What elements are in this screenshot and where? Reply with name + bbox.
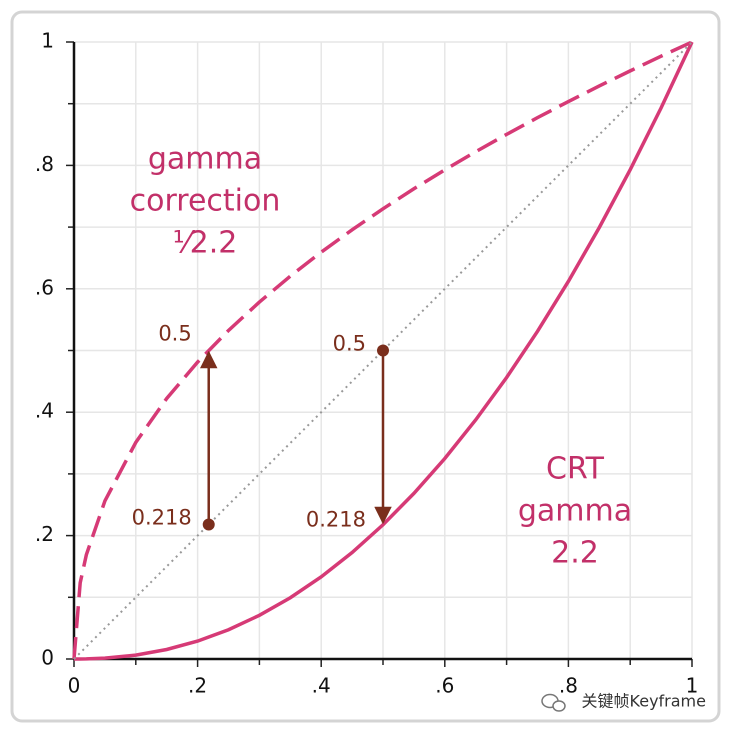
y-tick-label: 1 [41, 29, 54, 53]
point-label: 0.5 [158, 322, 191, 346]
x-tick-label: .2 [188, 674, 207, 698]
line-series [73, 41, 694, 661]
grid: 0 .2 .4 .6 .8 1 0 .2 .4 .6 .8 1 [35, 29, 698, 698]
point [202, 518, 215, 531]
line-series [73, 41, 693, 660]
point-label: 0.218 [306, 507, 366, 531]
annotation: correction [130, 184, 281, 219]
watermark: 关键帧Keyframe [582, 692, 706, 711]
x-tick-label: 0 [68, 674, 81, 698]
annotation: ¹⁄2.2 [173, 226, 238, 261]
y-tick-label: .4 [35, 399, 54, 423]
x-tick-label: .4 [312, 674, 331, 698]
x-tick-label: .6 [435, 674, 454, 698]
annotation: gamma [518, 494, 632, 529]
y-tick-label: 0 [41, 646, 54, 670]
x-tick-label: 1 [686, 674, 699, 698]
annotation: CRT [546, 452, 605, 487]
plot: 0.218 0.5 0.5 0.218 gamma correction ¹⁄2.2 CRT g… [72, 40, 694, 661]
point-label: 0.5 [333, 332, 366, 356]
y-tick-label: .6 [35, 275, 54, 299]
point-label: 0.218 [132, 505, 192, 529]
y-tick-label: .8 [35, 152, 54, 176]
annotation: gamma [148, 142, 262, 177]
x-tick-label: .8 [559, 674, 578, 698]
wechat-icon [541, 693, 566, 712]
y-tick-label: .2 [35, 522, 54, 546]
point [377, 344, 389, 357]
frame [10, 10, 721, 723]
annotation: 2.2 [551, 536, 599, 571]
line-series [72, 40, 693, 660]
